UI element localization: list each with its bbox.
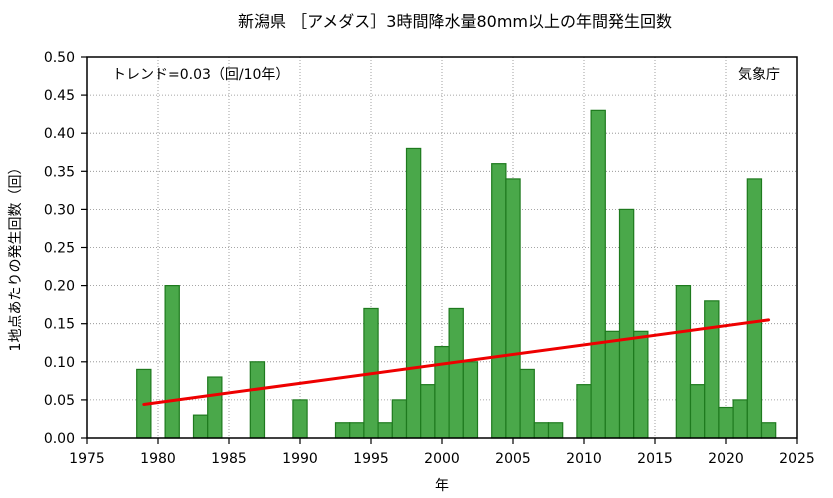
bar-2007 bbox=[533, 422, 550, 439]
bar-1996 bbox=[377, 422, 393, 439]
y-tick-label: 0.35 bbox=[44, 164, 75, 180]
bar-1997 bbox=[391, 399, 408, 439]
bar-2014 bbox=[633, 330, 649, 439]
chart-title: 新潟県 ［アメダス］3時間降水量80mm以上の年間発生回数 bbox=[238, 12, 672, 31]
x-axis-ticks: 1975 1980 1985 1990 1995 2000 2005 2010 2015 2020… bbox=[69, 438, 815, 467]
bar-2008 bbox=[547, 422, 564, 439]
trend-line bbox=[142, 318, 771, 406]
bar-1999 bbox=[420, 384, 436, 439]
bar-2005 bbox=[505, 178, 521, 439]
x-tick-label: 2010 bbox=[566, 451, 602, 467]
x-tick-label: 1995 bbox=[353, 451, 389, 467]
bar-1987 bbox=[249, 361, 266, 439]
y-tick-label: 0.25 bbox=[44, 241, 75, 257]
bar-2006 bbox=[519, 368, 535, 439]
y-axis-label: 1地点あたりの発生回数（回） bbox=[8, 161, 24, 352]
x-tick-label: 1990 bbox=[282, 451, 318, 467]
bar-1984 bbox=[207, 376, 223, 439]
x-tick-label: 2005 bbox=[495, 451, 531, 467]
x-tick-label: 2000 bbox=[424, 451, 460, 467]
y-tick-label: 0.45 bbox=[44, 88, 75, 104]
y-axis-ticks: 0.00 0.05 0.10 0.15 0.20 0.25 0.30 0.35 0.40 0.45… bbox=[44, 50, 87, 447]
bar-2002 bbox=[462, 361, 479, 439]
bar-2023 bbox=[760, 422, 777, 439]
bar-2012 bbox=[604, 330, 621, 439]
bar-2021 bbox=[732, 399, 748, 439]
y-tick-label: 0.15 bbox=[44, 317, 75, 333]
bar-1981 bbox=[164, 285, 180, 439]
bar-2019 bbox=[704, 300, 720, 439]
trend-line-group bbox=[142, 318, 771, 406]
y-tick-label: 0.10 bbox=[44, 355, 75, 371]
y-tick-label: 0.50 bbox=[44, 50, 75, 66]
bar-1994 bbox=[349, 422, 365, 439]
bar-2010 bbox=[576, 384, 592, 439]
y-tick-label: 0.00 bbox=[44, 431, 75, 447]
bar-2017 bbox=[675, 285, 692, 439]
x-tick-label: 2015 bbox=[637, 451, 673, 467]
x-tick-label: 1985 bbox=[211, 451, 247, 467]
bar-2018 bbox=[689, 384, 706, 439]
bar-2020 bbox=[718, 406, 734, 439]
bar-1983 bbox=[192, 414, 209, 439]
bar-2022 bbox=[746, 178, 763, 439]
bar-1990 bbox=[292, 399, 308, 439]
bar-2000 bbox=[434, 345, 450, 439]
x-axis-label: 年 bbox=[435, 478, 449, 494]
x-tick-label: 1975 bbox=[69, 451, 105, 467]
bar-1998 bbox=[405, 147, 422, 439]
y-tick-label: 0.30 bbox=[44, 202, 75, 218]
y-tick-label: 0.05 bbox=[44, 393, 75, 409]
bar-2004 bbox=[491, 163, 507, 439]
source-label: 気象庁 bbox=[738, 67, 780, 83]
trend-label: トレンド=0.03（回/10年） bbox=[112, 67, 289, 83]
bar-2013 bbox=[618, 208, 635, 439]
x-tick-label: 2025 bbox=[779, 451, 815, 467]
y-tick-label: 0.20 bbox=[44, 279, 75, 295]
bars bbox=[136, 109, 777, 439]
x-tick-label: 2020 bbox=[708, 451, 744, 467]
bar-2011 bbox=[590, 109, 606, 439]
bar-1993 bbox=[334, 422, 351, 439]
bar-2001 bbox=[448, 307, 464, 439]
y-tick-label: 0.40 bbox=[44, 126, 75, 142]
x-tick-label: 1980 bbox=[140, 451, 176, 467]
